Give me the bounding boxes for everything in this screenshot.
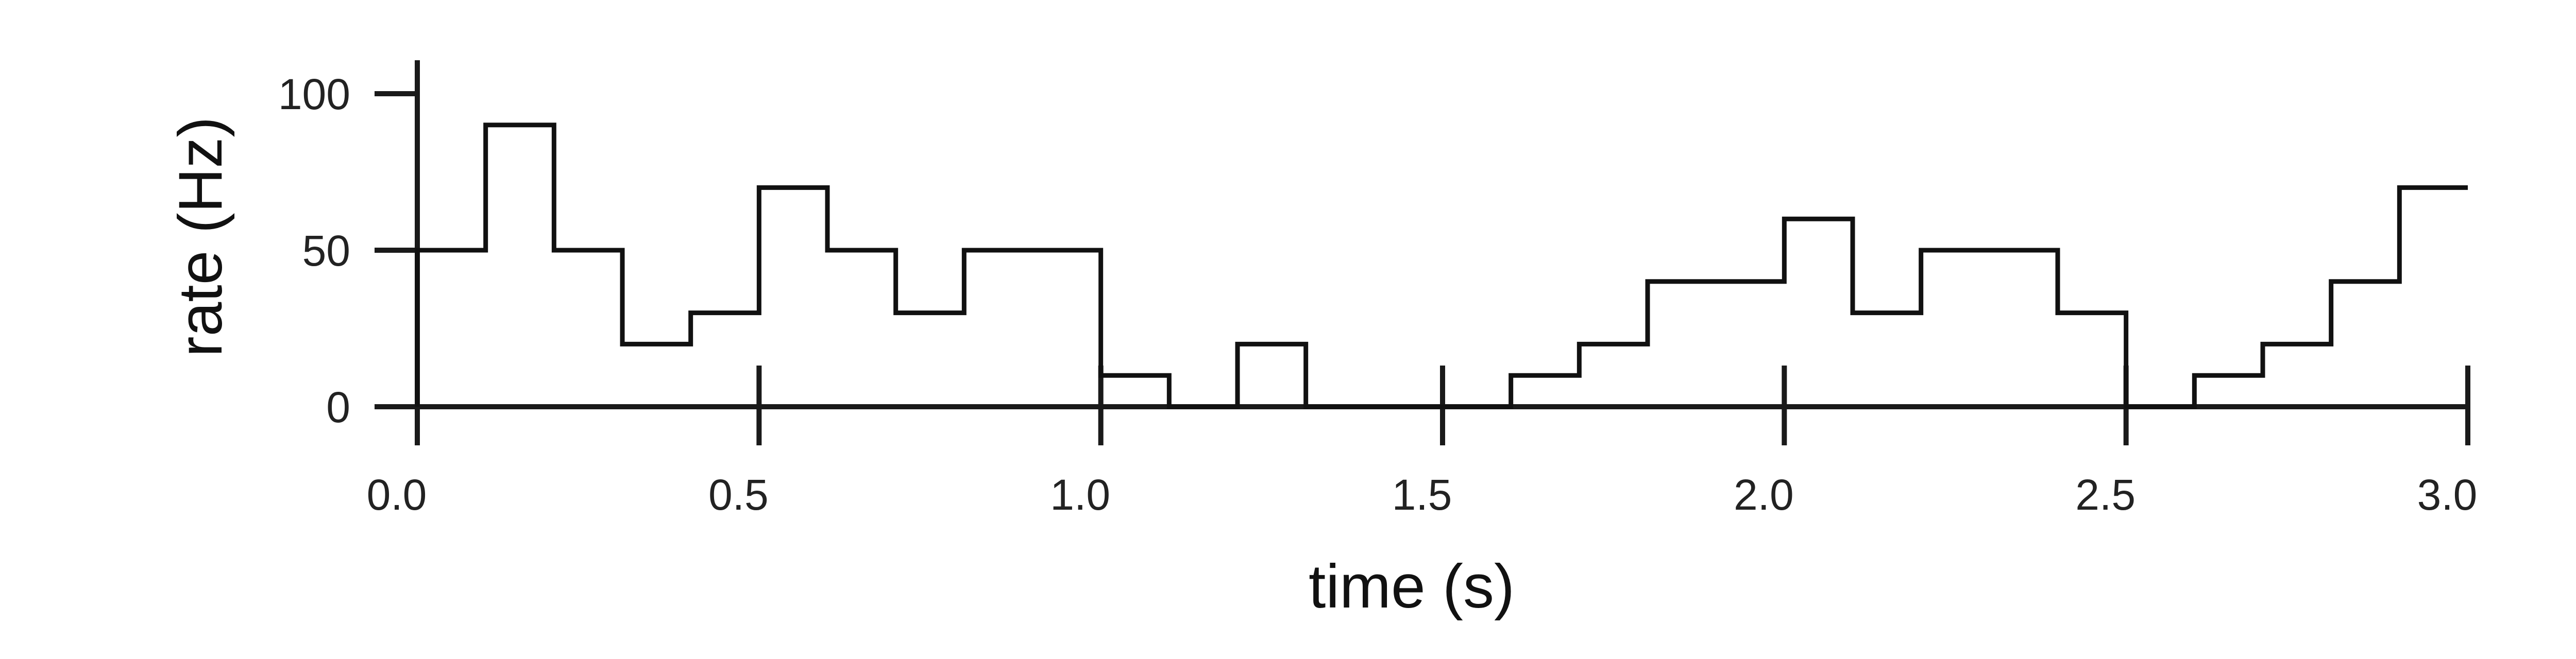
x-tick-label: 3.0	[2417, 471, 2478, 519]
series	[415, 123, 2468, 409]
x-tick-label: 0.0	[367, 471, 427, 519]
axes	[415, 60, 2470, 409]
x-tick-label: 1.0	[1050, 471, 1110, 519]
x-axis-label: time (s)	[1309, 552, 1515, 621]
y-tick-label: 50	[302, 227, 350, 275]
y-axis-label: rate (Hz)	[166, 117, 235, 357]
x-tick-label: 2.0	[1734, 471, 1794, 519]
x-tick-label: 2.5	[2075, 471, 2136, 519]
y-tick-label: 100	[278, 70, 350, 118]
x-tick-label: 0.5	[708, 471, 769, 519]
x-ticks: 0.0 0.5 1.0 1.5 2.0 2.5 3.0	[367, 366, 2478, 519]
y-ticks: 0 50 100	[278, 70, 420, 431]
y-tick-label: 0	[326, 383, 350, 431]
rate-step-line	[415, 123, 2468, 409]
x-tick-label: 1.5	[1392, 471, 1452, 519]
